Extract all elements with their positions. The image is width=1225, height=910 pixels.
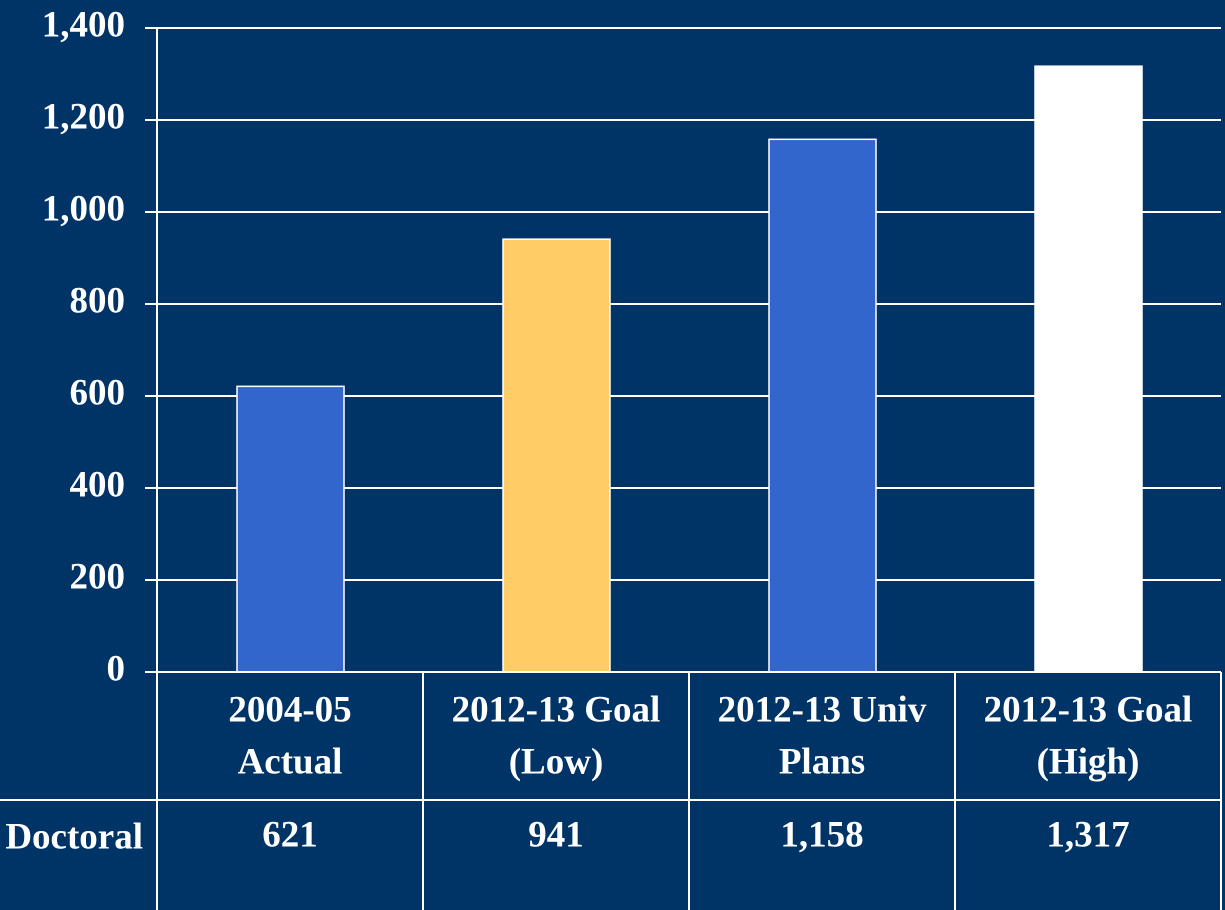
data-label: 1,158 <box>780 814 863 855</box>
y-tick-label: 1,000 <box>42 188 125 229</box>
x-tick-label: 2012-13 Univ <box>718 689 927 730</box>
x-tick-label: (High) <box>1037 741 1140 782</box>
x-tick-label: Actual <box>238 741 343 782</box>
y-tick-label: 400 <box>70 464 126 505</box>
x-tick-label: (Low) <box>509 741 604 782</box>
y-tick-label: 800 <box>70 280 126 321</box>
x-tick-label: 2004-05 <box>228 689 351 730</box>
bar <box>768 138 877 673</box>
x-tick-label: 2012-13 Goal <box>452 689 661 730</box>
bar <box>1034 65 1143 673</box>
bar <box>502 238 611 673</box>
y-tick-label: 1,200 <box>42 96 125 137</box>
data-label: 941 <box>528 814 584 855</box>
bar <box>236 385 345 673</box>
series-name: Doctoral <box>5 816 143 857</box>
y-tick-label: 200 <box>70 556 126 597</box>
x-tick-label: Plans <box>779 741 865 782</box>
y-tick-label: 600 <box>70 372 126 413</box>
x-tick-label: 2012-13 Goal <box>984 689 1193 730</box>
y-tick-label: 0 <box>107 648 126 689</box>
y-tick-label: 1,400 <box>42 4 125 45</box>
data-label: 621 <box>262 814 318 855</box>
data-label: 1,317 <box>1046 814 1129 855</box>
